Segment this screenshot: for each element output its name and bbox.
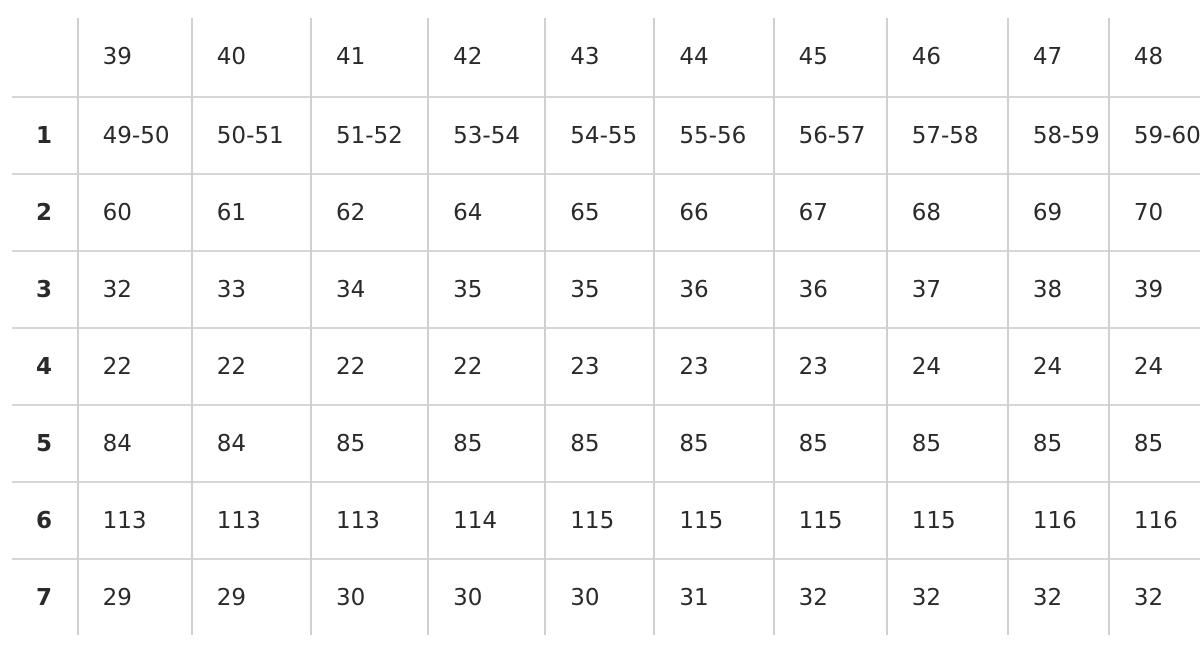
table-cell: 85 (309, 404, 429, 482)
table-cell: 115 (885, 481, 1008, 559)
table-cell: 85 (772, 404, 887, 482)
table-cell: 24 (885, 327, 1008, 405)
table-cell: 35 (544, 250, 655, 328)
table-cell: 115 (653, 481, 774, 559)
table-cell: 85 (1107, 404, 1200, 482)
table-cell: 51-52 (309, 96, 429, 174)
table-cell: 85 (544, 404, 655, 482)
table-cell: 50-51 (190, 96, 311, 174)
table-cell: 113 (76, 481, 192, 559)
table-cell: 113 (190, 481, 311, 559)
header-row: 39 40 41 42 43 44 45 46 47 48 (12, 18, 1200, 97)
table-cell: 32 (76, 250, 192, 328)
table-cell: 32 (772, 558, 887, 635)
table-cell: 62 (309, 173, 429, 251)
table-cell: 56-57 (772, 96, 887, 174)
column-header: 41 (309, 18, 429, 97)
table-cell: 116 (1006, 481, 1109, 559)
table-row: 2 60 61 62 64 65 66 67 68 69 70 (12, 173, 1200, 251)
table-cell: 64 (427, 173, 546, 251)
table-cell: 29 (76, 558, 192, 635)
table-cell: 24 (1006, 327, 1109, 405)
row-label: 1 (12, 96, 78, 174)
table-row: 3 32 33 34 35 35 36 36 37 38 39 (12, 250, 1200, 328)
table-cell: 69 (1006, 173, 1109, 251)
table-cell: 24 (1107, 327, 1200, 405)
table-cell: 57-58 (885, 96, 1008, 174)
table-cell: 30 (309, 558, 429, 635)
table-cell: 113 (309, 481, 429, 559)
table-cell: 34 (309, 250, 429, 328)
table-cell: 33 (190, 250, 311, 328)
table-cell: 116 (1107, 481, 1200, 559)
table-cell: 22 (76, 327, 192, 405)
column-header: 47 (1006, 18, 1109, 97)
table-row: 6 113 113 113 114 115 115 115 115 116 116 (12, 481, 1200, 559)
table-cell: 29 (190, 558, 311, 635)
table-cell: 67 (772, 173, 887, 251)
table-cell: 23 (653, 327, 774, 405)
table-cell: 22 (309, 327, 429, 405)
column-header: 45 (772, 18, 887, 97)
size-table: 39 40 41 42 43 44 45 46 47 48 1 49-50 50-51 51-52 53-5… (12, 18, 1200, 635)
table-cell: 66 (653, 173, 774, 251)
column-header: 46 (885, 18, 1008, 97)
table-row: 5 84 84 85 85 85 85 85 85 85 85 (12, 404, 1200, 482)
column-header: 39 (76, 18, 192, 97)
row-label: 5 (12, 404, 78, 482)
column-header: 40 (190, 18, 311, 97)
table-cell: 85 (653, 404, 774, 482)
table-cell: 59-60 (1107, 96, 1200, 174)
table-cell: 85 (885, 404, 1008, 482)
table-cell: 22 (190, 327, 311, 405)
table-cell: 115 (772, 481, 887, 559)
table-cell: 36 (653, 250, 774, 328)
table-cell: 85 (427, 404, 546, 482)
table-cell: 68 (885, 173, 1008, 251)
table-cell: 61 (190, 173, 311, 251)
table-cell: 30 (544, 558, 655, 635)
table-cell: 31 (653, 558, 774, 635)
table-cell: 22 (427, 327, 546, 405)
table-cell: 114 (427, 481, 546, 559)
table-cell: 58-59 (1006, 96, 1109, 174)
table-cell: 30 (427, 558, 546, 635)
corner-cell (12, 18, 78, 97)
row-label: 6 (12, 481, 78, 559)
table-cell: 37 (885, 250, 1008, 328)
table-cell: 53-54 (427, 96, 546, 174)
row-label: 3 (12, 250, 78, 328)
table-cell: 23 (772, 327, 887, 405)
table-row: 1 49-50 50-51 51-52 53-54 54-55 55-56 56-57 57-5… (12, 96, 1200, 174)
table-cell: 35 (427, 250, 546, 328)
table-cell: 70 (1107, 173, 1200, 251)
table-cell: 85 (1006, 404, 1109, 482)
column-header: 42 (427, 18, 546, 97)
table-cell: 65 (544, 173, 655, 251)
table-row: 7 29 29 30 30 30 31 32 32 32 32 (12, 558, 1200, 635)
column-header: 48 (1107, 18, 1200, 97)
table-cell: 84 (190, 404, 311, 482)
table-cell: 32 (1107, 558, 1200, 635)
table-cell: 60 (76, 173, 192, 251)
table-cell: 38 (1006, 250, 1109, 328)
row-label: 4 (12, 327, 78, 405)
column-header: 43 (544, 18, 655, 97)
table-cell: 55-56 (653, 96, 774, 174)
table-cell: 23 (544, 327, 655, 405)
table-cell: 39 (1107, 250, 1200, 328)
table-cell: 32 (1006, 558, 1109, 635)
row-label: 7 (12, 558, 78, 635)
table-cell: 84 (76, 404, 192, 482)
table-cell: 36 (772, 250, 887, 328)
row-label: 2 (12, 173, 78, 251)
table-cell: 32 (885, 558, 1008, 635)
table-cell: 54-55 (544, 96, 655, 174)
table-cell: 49-50 (76, 96, 192, 174)
table-cell: 115 (544, 481, 655, 559)
column-header: 44 (653, 18, 774, 97)
table-row: 4 22 22 22 22 23 23 23 24 24 24 (12, 327, 1200, 405)
